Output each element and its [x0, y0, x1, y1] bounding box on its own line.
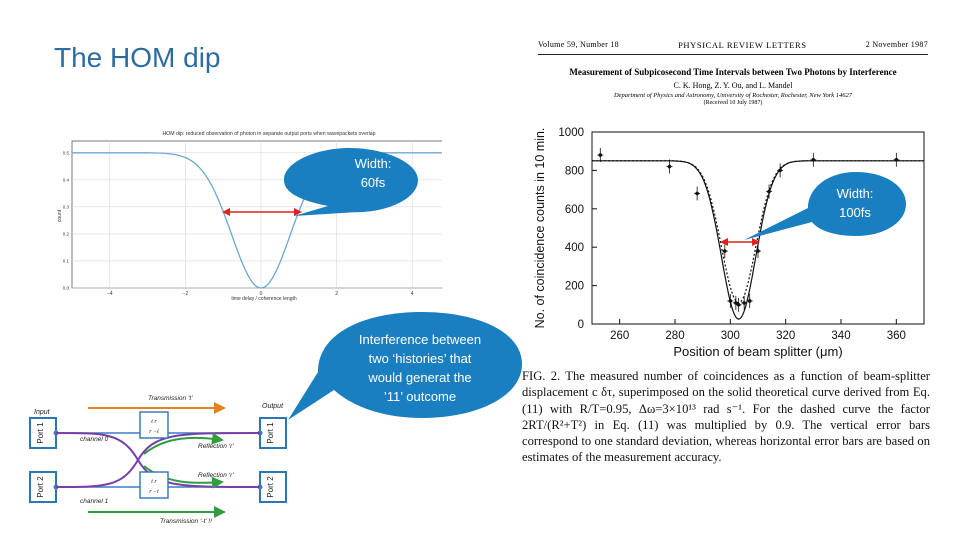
- channel-1-path: [55, 432, 261, 488]
- reflection-top-arrow: [143, 432, 224, 455]
- right-x-tick: 260: [610, 330, 629, 342]
- right-data-point: [767, 189, 771, 194]
- left-plot-title: HOM dip: reduced observation of photon i…: [162, 131, 375, 137]
- left-callout-line2: 60fs: [360, 175, 386, 190]
- left-y-tick: 0.3: [63, 204, 70, 209]
- right-y-tick: 200: [565, 281, 584, 293]
- interference-line-4: ’11’ outcome: [383, 389, 457, 404]
- right-data-point: [736, 303, 741, 307]
- right-plot-axes: [591, 131, 925, 325]
- right-x-tick: 300: [721, 330, 740, 342]
- matrix-top-row1: t r: [151, 419, 157, 425]
- right-x-tick: 280: [665, 330, 684, 342]
- right-x-tick: 360: [887, 330, 906, 342]
- port-1-output-label: Port 1: [266, 422, 275, 444]
- channel-0-label: channel 0: [80, 436, 109, 443]
- left-y-tick: 0.2: [63, 231, 70, 236]
- interference-line-1: Interference between: [358, 332, 482, 347]
- left-y-tick: 0.0: [63, 286, 70, 291]
- port-2-input-label: Port 2: [36, 476, 45, 498]
- right-y-tick: 400: [565, 242, 584, 254]
- beam-splitter-bottom: [139, 471, 169, 499]
- right-data-point: [734, 301, 738, 305]
- right-plot-ticks: 260 280 300 320 340 360 0 200 400 600 800 1000: [558, 127, 906, 342]
- right-data-point: [756, 249, 760, 253]
- left-y-tick: 0.5: [63, 150, 70, 155]
- input-label: Input: [34, 409, 51, 416]
- left-y-tick: 0.1: [63, 258, 70, 263]
- right-data-point: [747, 299, 752, 303]
- journal-name: PHYSICAL REVIEW LETTERS: [678, 40, 807, 50]
- right-data-point: [894, 158, 899, 162]
- paper-department: Department of Physics and Astronomy, Uni…: [613, 92, 853, 99]
- right-data-point: [811, 158, 816, 162]
- left-width-callout: [284, 148, 418, 216]
- right-data-point: [695, 191, 699, 196]
- reflection-bottom-label: Reflection ‘r’: [198, 472, 235, 479]
- output-label: Output: [262, 403, 284, 410]
- left-x-tick: −2: [183, 291, 189, 297]
- left-width-arrow: [222, 208, 302, 216]
- matrix-bottom-row1: t r: [151, 479, 157, 485]
- right-data-point: [667, 164, 672, 169]
- matrix-top-row2: r −t: [149, 429, 159, 435]
- journal-volume: Volume 59, Number 18: [538, 40, 619, 49]
- right-x-tick: 320: [776, 330, 795, 342]
- left-plot-ticks: −4 −2 0 2 4 0.0 0.1 0.2 0.3 0.4 0.5: [63, 150, 414, 297]
- right-y-tick: 1000: [558, 127, 584, 139]
- right-width-arrow: [720, 238, 760, 246]
- right-y-tick: 600: [565, 204, 584, 216]
- right-y-tick: 0: [578, 319, 584, 331]
- left-x-tick: 0: [260, 291, 263, 297]
- matrix-bottom-row2: r −t: [149, 489, 159, 495]
- paper-title: Measurement of Subpicosecond Time Interv…: [569, 67, 897, 77]
- right-data-point: [742, 301, 746, 305]
- right-callout-line1: Width:: [836, 186, 874, 201]
- left-plot-ylabel: count: [57, 209, 63, 222]
- right-y-tick: 800: [565, 165, 584, 177]
- beam-splitter-top: [139, 411, 169, 439]
- left-callout-line1: Width:: [354, 156, 392, 171]
- left-x-tick: 2: [335, 291, 338, 297]
- right-data-point: [778, 168, 782, 173]
- port-2-output-label: Port 2: [266, 476, 275, 498]
- right-data-point: [723, 249, 727, 253]
- interference-callout: [288, 312, 522, 420]
- left-plot-xlabel: time delay / coherence length: [231, 296, 297, 302]
- left-y-tick: 0.4: [63, 177, 70, 182]
- slide-title: The HOM dip: [54, 42, 221, 73]
- journal-header: Volume 59, Number 18 PHYSICAL REVIEW LET…: [538, 40, 928, 106]
- reflection-top-label: Reflection ‘r’: [198, 443, 235, 450]
- figure-caption: FIG. 2. The measured number of coinciden…: [522, 369, 930, 465]
- right-data-point: [728, 299, 733, 303]
- right-plot-xlabel: Position of beam splitter (μm): [673, 344, 842, 359]
- left-x-tick: 4: [411, 291, 414, 297]
- right-data-point: [598, 153, 603, 157]
- left-plot-curve: [72, 152, 442, 289]
- port-1-input-label: Port 1: [36, 422, 45, 444]
- right-width-callout: [744, 172, 906, 240]
- transmission-top-label: Transmission ‘t’: [148, 395, 193, 402]
- channel-1-label: channel 1: [80, 498, 109, 505]
- right-x-tick: 340: [831, 330, 850, 342]
- interference-line-3: would generat the: [368, 370, 472, 385]
- transmission-bottom-label: Transmission ‘-t’ !!: [160, 518, 212, 525]
- reflection-bottom-arrow: [143, 465, 224, 489]
- journal-date: 2 November 1987: [865, 40, 928, 49]
- left-x-tick: −4: [107, 291, 113, 297]
- interference-line-2: two ‘histories’ that: [368, 351, 472, 366]
- right-plot-points: [597, 148, 900, 312]
- beam-splitter-diagram: Input Output Transmission ‘t’ Port 1 Por…: [29, 395, 287, 525]
- right-callout-line2: 100fs: [839, 205, 871, 220]
- paper-received: (Received 10 July 1987): [703, 100, 763, 106]
- right-plot-ylabel: No. of coincidence counts in 10 min.: [533, 128, 547, 329]
- paper-authors: C. K. Hong, Z. Y. Ou, and L. Mandel: [673, 81, 793, 90]
